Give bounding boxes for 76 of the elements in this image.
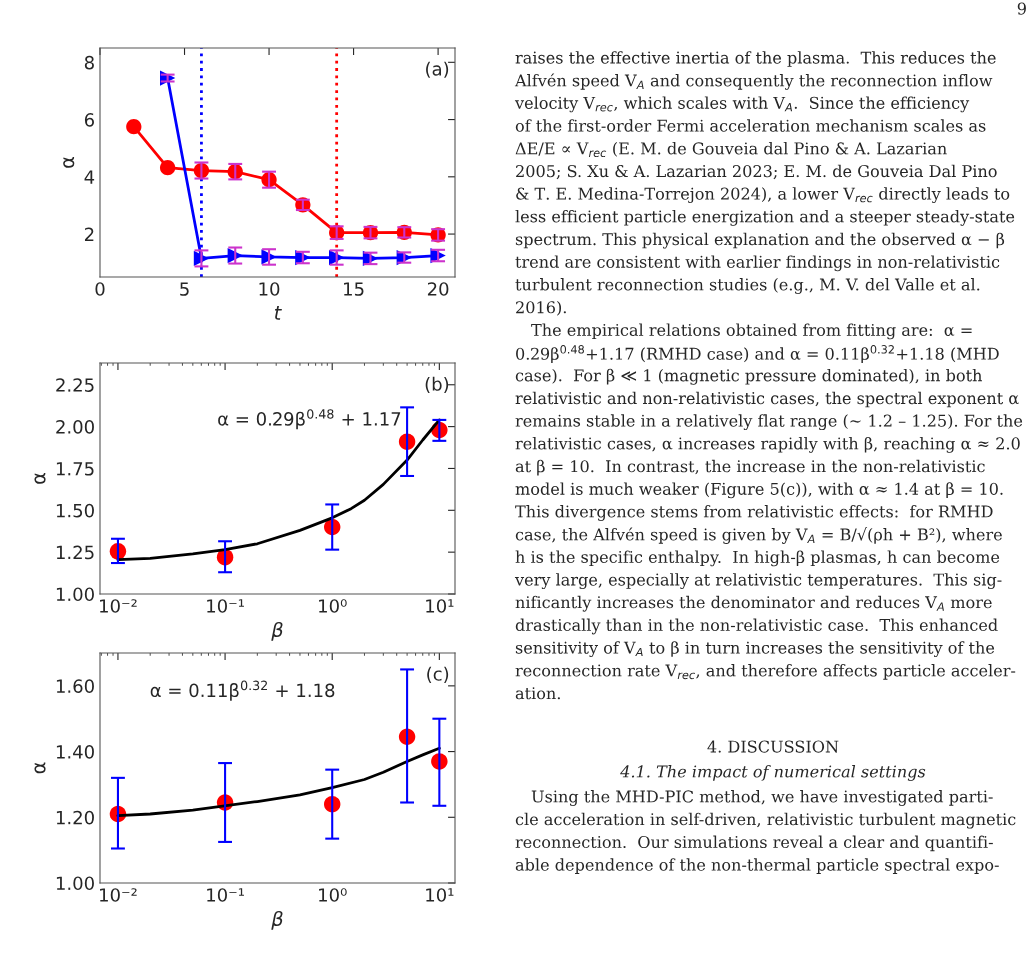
text: very large, especially at relativistic temperatures. This sig- (514, 573, 1002, 590)
x-tick-label: 10⁻¹ (207, 888, 244, 902)
x-tick-label: 10⁰ (319, 888, 347, 902)
x-axis-title: β (271, 910, 283, 930)
point (126, 119, 142, 135)
text: able dependence of the non-thermal particle spectral expo- (515, 858, 999, 874)
text: relativistic and non-relativistic cases, the spectral exponent α (515, 391, 1019, 408)
annotation: α = 0.11β$^{0.32}$ + 1.18 (150, 680, 335, 701)
text: reconnection. Our simulations reveal a clear and quantifi- (515, 835, 993, 852)
text: nificantly increases the denominator and reduces V$_{A}$ more (515, 595, 992, 612)
text: model is much weaker (Figure 5(c)), with α ≈ 1.4 at β = 10. (515, 482, 1003, 499)
annotation: (b) (425, 376, 449, 393)
annotation: (a) (426, 61, 449, 78)
text: case). For β ≪ 1 (magnetic pressure dominated), in both (515, 368, 983, 385)
text: h is the specific enthalpy. In high-β plasmas, h can become (515, 550, 1000, 567)
y-tick-label: 8 (84, 55, 94, 70)
x-tick-label: 10¹ (426, 888, 454, 902)
text: turbulent reconnection studies (e.g., M. V. del Valle et al. (515, 278, 980, 294)
text: 9 (1017, 2, 1026, 15)
annotation: (c) (427, 666, 449, 683)
y-tick-label: 1.75 (56, 462, 94, 476)
x-tick-label: 10⁻¹ (207, 599, 244, 613)
y-tick-label: 2.00 (56, 420, 94, 434)
text: of the first-order Fermi acceleration mechanism scales as (515, 119, 986, 132)
text: less efficient particle energization and a steeper steady-state (515, 209, 1015, 226)
text: ΔE/E ∝ V$_{rec}$ (E. M. de Gouveia dal Pino & A. Lazarian (515, 142, 947, 158)
y-tick-label: 1.00 (56, 876, 94, 891)
text: Alfvén speed V$_{A}$ and consequently the reconnection inflow (514, 73, 993, 90)
y-tick-label: 1.60 (56, 679, 94, 693)
text: trend are consistent with earlier findings in non-relativistic (515, 255, 1000, 272)
point (159, 160, 176, 176)
text: remains stable in a relatively flat range (∼ 1.2 – 1.25). For the (515, 414, 1023, 431)
y-axis-title: α (34, 473, 46, 484)
x-tick-label: 20 (427, 282, 449, 296)
x-tick-label: 15 (344, 282, 364, 296)
text: spectrum. This physical explanation and the observed α − β (515, 232, 1005, 249)
text: This divergence stems from relativistic effects: for RMHD (515, 505, 993, 521)
text: & T. E. Medina-Torrejon 2024), a lower V$_{rec}$ directly leads to (516, 187, 1010, 204)
y-tick-label: 4 (84, 170, 95, 184)
x-axis-title: β (271, 621, 283, 641)
annotation: α = 0.29β$^{0.48}$ + 1.17 (218, 409, 401, 430)
y-tick-label: 6 (84, 113, 94, 127)
x-tick-label: 0 (95, 282, 105, 296)
text: 2005; S. Xu & A. Lazarian 2023; E. M. de Gouveia Dal Pino (516, 164, 997, 180)
text: ation. (515, 687, 560, 700)
text: 2016). (516, 300, 566, 316)
text: at β = 10. In contrast, the increase in the non-relativistic (515, 459, 985, 476)
text: The empirical relations obtained from fitting are: α = (531, 323, 972, 340)
y-axis-title: α (34, 762, 46, 774)
x-tick-label: 5 (180, 282, 189, 296)
x-tick-label: 10⁻² (100, 888, 137, 902)
y-tick-label: 1.00 (56, 587, 94, 602)
text: raises the effective inertia of the plasma. This reduces the (515, 51, 996, 67)
text: Using the MHD-PIC method, we have investigated parti- (531, 790, 993, 806)
x-tick-label: 10⁰ (319, 599, 347, 613)
text: reconnection rate V$_{rec}$, and therefore affects particle acceler- (515, 664, 1016, 680)
text: 4.1. The impact of numerical settings (620, 765, 926, 781)
y-tick-label: 1.40 (56, 745, 94, 759)
x-tick-label: 10 (259, 282, 280, 296)
text: 4. DISCUSSION (707, 740, 839, 753)
text: sensitivity of V$_{A}$ to β in turn increases the sensitivity of the (515, 641, 995, 658)
text: 0.29β$^{0.48}$+1.17 (RMHD case) and α = 0.11β$^{0.32}$+1.18 (MHD (516, 345, 999, 363)
y-tick-label: 1.25 (56, 545, 94, 560)
text: case, the Alfvén speed is given by V$_{A}$ = B/√(ρh + B²), where (515, 527, 1002, 544)
y-tick-label: 1.20 (56, 810, 94, 825)
y-tick-label: 1.50 (56, 503, 94, 518)
x-tick-label: 10⁻² (100, 599, 137, 613)
y-tick-label: 2.25 (56, 378, 94, 392)
text: relativistic cases, α increases rapidly with β, reaching α ≈ 2.0 (515, 436, 1020, 453)
y-axis-title: α (63, 157, 75, 168)
x-axis-title: t (274, 306, 282, 320)
text: drastically than in the non-relativistic case. This enhanced (515, 618, 998, 635)
x-tick-label: 10¹ (426, 599, 454, 613)
text: velocity V$_{rec}$, which scales with V$_{A}$. Since the efficiency (514, 96, 970, 113)
y-tick-label: 2 (84, 227, 94, 241)
text: cle acceleration in self-driven, relativistic turbulent magnetic (515, 812, 1016, 829)
